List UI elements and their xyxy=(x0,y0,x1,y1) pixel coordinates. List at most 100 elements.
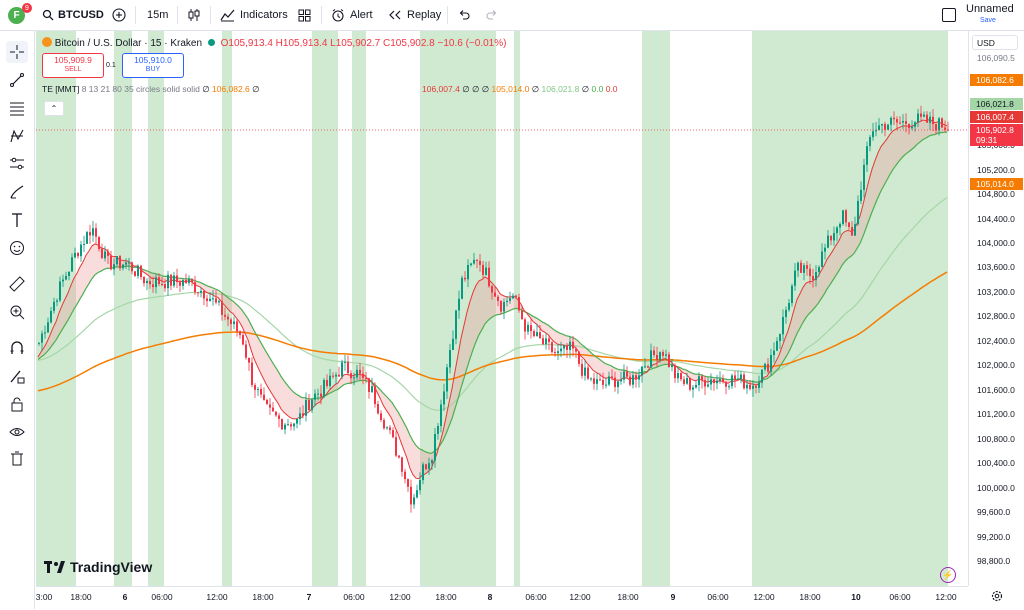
lightning-icon[interactable]: ⚡ xyxy=(940,567,956,583)
price-axis[interactable]: USD 106,090.5 105,600.0105,200.0104,800.… xyxy=(968,31,1024,586)
brush-icon xyxy=(10,185,24,199)
candle-body xyxy=(854,224,856,236)
candle-body xyxy=(191,278,193,283)
candle-body xyxy=(890,117,892,125)
stay-drawing-tool[interactable] xyxy=(6,365,28,387)
indicator-value: ∅ xyxy=(462,84,470,94)
candle-body xyxy=(857,200,859,225)
ema-fills xyxy=(38,119,947,479)
remove-drawings-tool[interactable] xyxy=(6,447,28,469)
slow-ema-line xyxy=(37,271,948,392)
brush-tool[interactable] xyxy=(6,181,28,203)
candle-body xyxy=(761,369,763,383)
chart-pane[interactable]: Bitcoin / U.S. Dollar · 15 · Kraken O105… xyxy=(36,31,968,586)
candle-body xyxy=(596,379,598,384)
candle-body xyxy=(41,333,43,343)
hide-drawings-tool[interactable] xyxy=(6,421,28,443)
candles xyxy=(38,105,949,513)
ohlc-close: C105,902.8 xyxy=(383,38,435,49)
candle-body xyxy=(827,235,829,248)
interval-button[interactable]: 15m xyxy=(147,0,168,30)
crosshair-tool[interactable] xyxy=(6,41,28,63)
candle-body xyxy=(929,116,931,123)
bar-countdown: 09:31 xyxy=(976,135,998,145)
pattern-tool[interactable] xyxy=(6,125,28,147)
buy-button[interactable]: 105,910.0 BUY xyxy=(122,53,184,78)
candle-body xyxy=(398,455,400,458)
fib-tool[interactable] xyxy=(6,97,28,119)
candle-body xyxy=(542,338,544,345)
candle-body xyxy=(800,262,802,273)
currency-label: USD xyxy=(977,38,995,48)
magnet-tool[interactable] xyxy=(6,337,28,359)
indicators-button[interactable]: Indicators xyxy=(220,0,288,30)
candle-body xyxy=(374,386,376,404)
candle-body xyxy=(179,282,181,286)
layout-checkbox[interactable] xyxy=(942,0,956,30)
candle-body xyxy=(56,300,58,302)
candle-body xyxy=(356,369,358,378)
lock-drawings-tool[interactable] xyxy=(6,393,28,415)
candle-body xyxy=(431,460,433,464)
candle-body xyxy=(665,354,667,356)
candle-body xyxy=(107,251,109,256)
indicator-value: ∅ xyxy=(202,84,210,94)
candle-body xyxy=(164,284,166,289)
templates-button[interactable] xyxy=(298,0,311,30)
zoom-tool[interactable] xyxy=(6,301,28,323)
lock-icon xyxy=(11,397,23,412)
undo-button[interactable] xyxy=(458,0,471,30)
candle-body xyxy=(140,265,142,277)
candle-body xyxy=(203,290,205,299)
chart-settings-button[interactable] xyxy=(990,589,1004,608)
user-avatar[interactable]: F xyxy=(8,7,25,24)
candle-body xyxy=(197,292,199,294)
price-label: 106,090.5 xyxy=(977,53,1015,63)
replay-button[interactable]: Replay xyxy=(388,0,441,30)
text-tool[interactable] xyxy=(6,209,28,231)
candle-body xyxy=(383,420,385,429)
candle-body xyxy=(110,255,112,270)
candle-body xyxy=(194,282,196,293)
bullish-band xyxy=(114,31,132,586)
candle-body xyxy=(281,418,283,430)
redo-button[interactable] xyxy=(485,0,498,30)
alert-button[interactable]: Alert xyxy=(331,0,373,30)
candle-body xyxy=(212,298,214,300)
candle-body xyxy=(176,275,178,283)
collapse-legend-button[interactable]: ⌃ xyxy=(44,101,64,116)
icon-tool[interactable] xyxy=(6,237,28,259)
chart-type-button[interactable] xyxy=(187,0,201,30)
candle-body xyxy=(122,264,124,269)
candle-body xyxy=(578,351,580,364)
candle-body xyxy=(146,280,148,284)
candle-body xyxy=(221,301,223,315)
forecast-tool[interactable] xyxy=(6,153,28,175)
indicator-legend-values: 106,007.4 ∅ ∅ ∅ 105,014.0 ∅ 106,021.8 ∅ … xyxy=(422,84,618,95)
bullish-band xyxy=(352,31,366,586)
candle-body xyxy=(458,298,460,311)
candle-body xyxy=(632,375,634,385)
candle-body xyxy=(218,301,220,303)
layout-name[interactable]: Unnamed xyxy=(966,3,1014,15)
candle-body xyxy=(767,363,769,372)
candle-body xyxy=(422,464,424,481)
candle-body xyxy=(881,124,883,126)
candle-body xyxy=(482,264,484,275)
green-ema-tag: 106,021.8 xyxy=(970,98,1023,110)
currency-select[interactable]: USD xyxy=(972,35,1018,50)
sell-button[interactable]: 105,909.9 SELL xyxy=(42,53,104,78)
save-link[interactable]: Save xyxy=(980,16,996,24)
candle-body xyxy=(551,342,553,353)
market-status-icon xyxy=(207,39,215,46)
compare-button[interactable] xyxy=(112,0,126,30)
trend-line-tool[interactable] xyxy=(6,69,28,91)
candle-body xyxy=(773,350,775,356)
symbol-search-button[interactable]: BTCUSD xyxy=(42,0,104,30)
candle-body xyxy=(290,424,292,427)
bullish-band xyxy=(312,31,338,586)
candle-body xyxy=(608,376,610,385)
ohlc-low: L105,902.7 xyxy=(330,38,381,49)
measure-tool[interactable] xyxy=(6,273,28,295)
time-axis[interactable]: 3:00 18:00 6 06:00 12:00 18:00 7 06:00 12:00 18:0… xyxy=(36,586,968,610)
